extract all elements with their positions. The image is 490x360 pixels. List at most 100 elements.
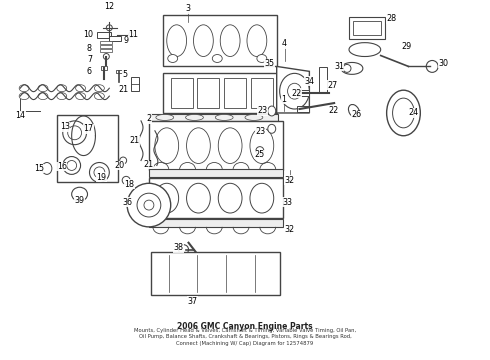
Circle shape bbox=[144, 200, 154, 210]
Ellipse shape bbox=[42, 162, 52, 174]
Ellipse shape bbox=[75, 85, 86, 92]
Ellipse shape bbox=[95, 93, 104, 100]
Ellipse shape bbox=[250, 128, 274, 163]
Ellipse shape bbox=[167, 25, 187, 57]
Text: 14: 14 bbox=[15, 112, 25, 121]
Ellipse shape bbox=[38, 85, 48, 92]
Ellipse shape bbox=[155, 183, 179, 213]
Text: 3: 3 bbox=[185, 4, 190, 13]
Text: 23: 23 bbox=[258, 107, 268, 116]
Bar bbox=[131, 77, 139, 91]
Ellipse shape bbox=[256, 147, 264, 154]
Text: 12: 12 bbox=[104, 3, 114, 12]
Bar bbox=[149, 121, 283, 170]
Ellipse shape bbox=[19, 93, 29, 100]
Ellipse shape bbox=[57, 93, 67, 100]
Bar bbox=[149, 114, 278, 121]
Ellipse shape bbox=[120, 157, 126, 164]
Ellipse shape bbox=[67, 161, 76, 170]
Text: 23: 23 bbox=[256, 127, 266, 136]
Text: 11: 11 bbox=[128, 30, 138, 39]
Bar bbox=[163, 15, 277, 66]
Bar bbox=[297, 90, 309, 96]
Bar bbox=[149, 219, 283, 227]
Ellipse shape bbox=[75, 93, 86, 100]
Text: 18: 18 bbox=[124, 180, 134, 189]
Text: 29: 29 bbox=[401, 42, 412, 51]
Bar bbox=[109, 36, 121, 41]
Text: 9: 9 bbox=[123, 36, 129, 45]
Text: 21: 21 bbox=[118, 85, 128, 94]
Circle shape bbox=[103, 54, 109, 59]
Text: 21: 21 bbox=[129, 136, 139, 145]
Circle shape bbox=[179, 245, 189, 255]
Ellipse shape bbox=[63, 157, 80, 174]
Text: 33: 33 bbox=[283, 198, 293, 207]
Text: 2006 GMC Canyon Engine Parts: 2006 GMC Canyon Engine Parts bbox=[177, 323, 313, 332]
Ellipse shape bbox=[212, 54, 222, 62]
Text: 1: 1 bbox=[281, 95, 286, 104]
Circle shape bbox=[343, 64, 351, 72]
Ellipse shape bbox=[218, 183, 242, 213]
Bar bbox=[197, 78, 219, 108]
Bar bbox=[297, 106, 309, 112]
Text: 25: 25 bbox=[255, 150, 265, 159]
Bar bbox=[100, 45, 112, 48]
Circle shape bbox=[127, 183, 171, 227]
Text: 34: 34 bbox=[304, 77, 315, 86]
Text: 7: 7 bbox=[87, 55, 92, 64]
Bar bbox=[151, 252, 280, 295]
Text: 35: 35 bbox=[265, 59, 275, 68]
Ellipse shape bbox=[348, 104, 360, 117]
Bar bbox=[98, 32, 111, 38]
Text: 32: 32 bbox=[285, 176, 294, 185]
Bar bbox=[149, 178, 283, 218]
Text: 17: 17 bbox=[83, 124, 94, 133]
Ellipse shape bbox=[156, 114, 173, 120]
Ellipse shape bbox=[268, 124, 276, 133]
Circle shape bbox=[137, 193, 161, 217]
Text: 8: 8 bbox=[87, 44, 92, 53]
Text: 4: 4 bbox=[282, 39, 287, 48]
Circle shape bbox=[426, 60, 438, 72]
Bar bbox=[171, 78, 193, 108]
Text: 20: 20 bbox=[114, 161, 124, 170]
Text: 28: 28 bbox=[387, 14, 396, 23]
Ellipse shape bbox=[250, 183, 274, 213]
Ellipse shape bbox=[94, 167, 105, 178]
Text: 13: 13 bbox=[60, 122, 70, 131]
Ellipse shape bbox=[194, 25, 213, 57]
Ellipse shape bbox=[218, 128, 242, 163]
Text: 6: 6 bbox=[87, 67, 92, 76]
Ellipse shape bbox=[288, 83, 301, 99]
Ellipse shape bbox=[38, 93, 48, 100]
Bar bbox=[251, 78, 273, 108]
Bar bbox=[224, 78, 246, 108]
Ellipse shape bbox=[268, 106, 276, 116]
Polygon shape bbox=[277, 66, 309, 113]
Text: 38: 38 bbox=[173, 243, 184, 252]
Ellipse shape bbox=[95, 85, 104, 92]
Text: 10: 10 bbox=[83, 30, 94, 39]
Ellipse shape bbox=[245, 114, 263, 120]
Ellipse shape bbox=[72, 187, 88, 201]
Text: 21: 21 bbox=[144, 160, 154, 169]
Circle shape bbox=[106, 25, 112, 31]
Bar bbox=[116, 71, 122, 73]
Text: 5: 5 bbox=[122, 70, 128, 79]
Text: 2: 2 bbox=[147, 114, 151, 123]
Text: 36: 36 bbox=[122, 198, 132, 207]
Ellipse shape bbox=[19, 85, 29, 92]
Text: 16: 16 bbox=[57, 162, 67, 171]
Bar bbox=[100, 49, 112, 51]
Ellipse shape bbox=[220, 25, 240, 57]
Ellipse shape bbox=[280, 73, 309, 109]
Ellipse shape bbox=[215, 114, 233, 120]
Circle shape bbox=[128, 32, 134, 37]
Text: 39: 39 bbox=[74, 195, 85, 204]
Ellipse shape bbox=[257, 54, 267, 62]
Bar bbox=[319, 67, 327, 93]
Bar bbox=[353, 21, 381, 35]
Bar bbox=[57, 115, 118, 182]
Text: 22: 22 bbox=[292, 89, 302, 98]
